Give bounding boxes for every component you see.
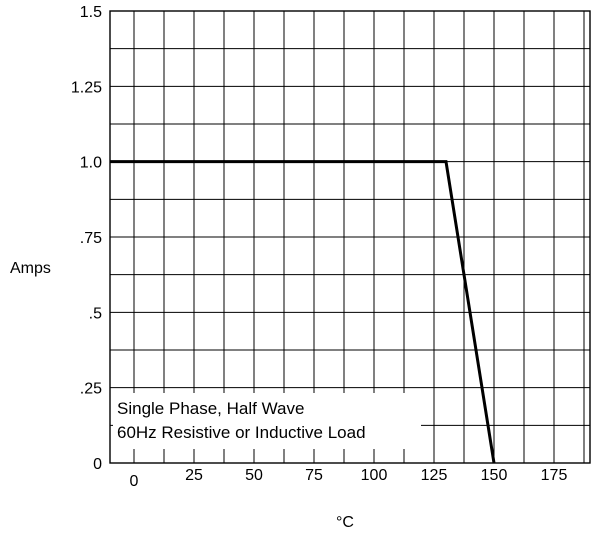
series-group — [110, 160, 496, 464]
x-tick-label: 175 — [541, 467, 568, 484]
y-tick-label: .5 — [89, 305, 102, 322]
x-tick-label: 0 — [130, 473, 139, 490]
x-tick-label: 50 — [245, 467, 263, 484]
x-tick-label: 75 — [305, 467, 323, 484]
x-tick-label: 25 — [185, 467, 203, 484]
y-tick-label: 0 — [93, 456, 102, 473]
x-tick-labels: 0 25 50 75 100 125 150 175 — [130, 467, 568, 490]
y-tick-label: .25 — [80, 381, 102, 398]
grid-lines — [110, 11, 590, 463]
y-tick-label: 1.25 — [71, 79, 102, 96]
y-axis-label: Amps — [10, 260, 51, 277]
x-tick-label: 150 — [481, 467, 508, 484]
y-tick-labels: 0 .25 .5 .75 1.0 1.25 1.5 — [71, 4, 102, 473]
x-axis-label: °C — [336, 514, 354, 531]
series-line — [110, 160, 496, 464]
annotation-line-1: Single Phase, Half Wave — [117, 399, 304, 418]
annotation-line-2: 60Hz Resistive or Inductive Load — [117, 423, 366, 442]
y-tick-label: 1.5 — [80, 4, 102, 21]
x-tick-label: 100 — [361, 467, 388, 484]
plot-frame — [109, 10, 591, 464]
x-tick-label: 125 — [421, 467, 448, 484]
annotation-background — [113, 393, 421, 449]
y-tick-label: .75 — [80, 230, 102, 247]
y-tick-label: 1.0 — [80, 155, 102, 172]
